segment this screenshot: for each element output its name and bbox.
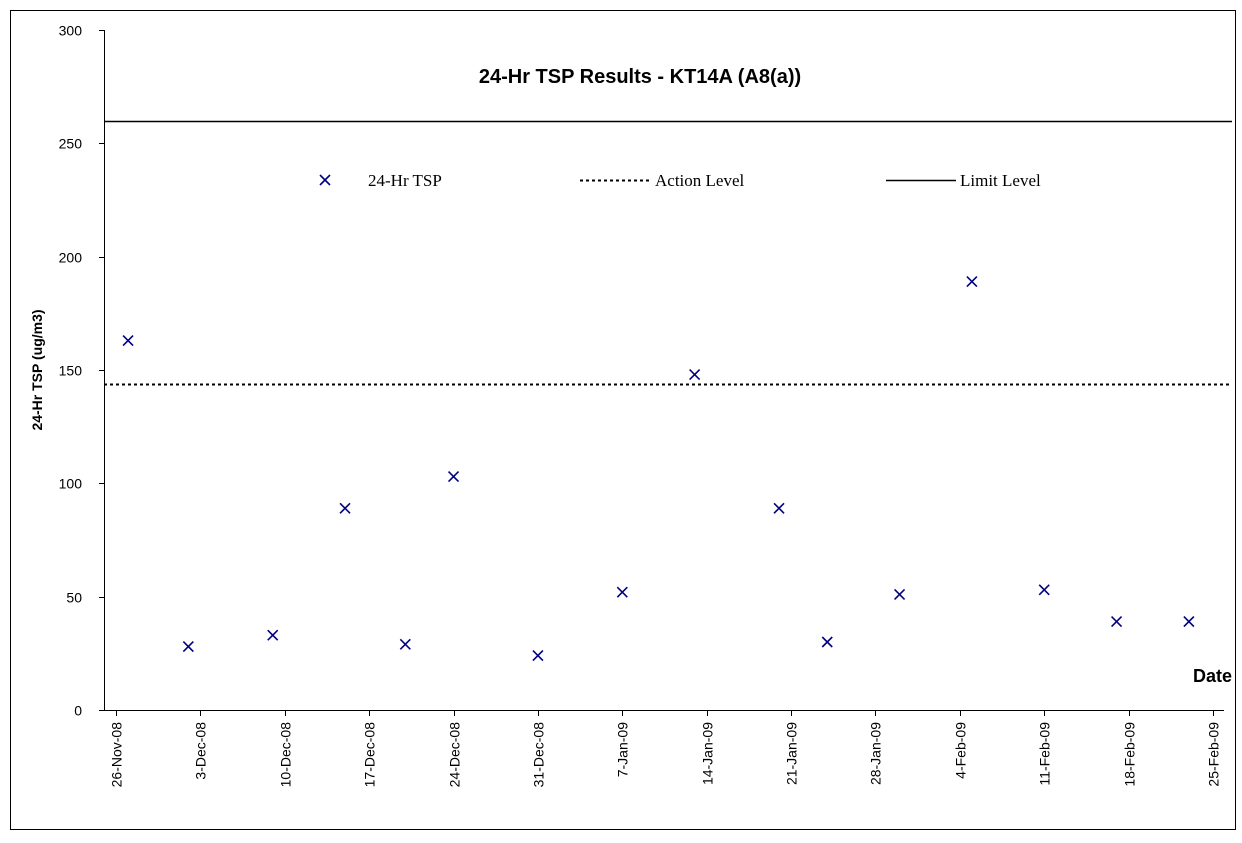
data-point bbox=[894, 588, 906, 600]
data-point bbox=[1183, 616, 1195, 628]
x-tick-label: 3-Dec-08 bbox=[193, 722, 209, 780]
legend-marker-tsp bbox=[319, 174, 331, 186]
x-tick-label: 21-Jan-09 bbox=[784, 722, 800, 785]
x-tick-label: 18-Feb-09 bbox=[1122, 722, 1138, 787]
data-point-stroke bbox=[616, 586, 628, 598]
data-point bbox=[532, 650, 544, 662]
data-point-stroke bbox=[267, 629, 279, 641]
y-tick-label: 150 bbox=[59, 363, 83, 379]
x-tick-label: 10-Dec-08 bbox=[278, 722, 294, 788]
x-tick-label: 28-Jan-09 bbox=[868, 722, 884, 785]
data-point-stroke bbox=[447, 470, 460, 483]
data-point bbox=[182, 640, 194, 653]
y-tick-label: 250 bbox=[59, 136, 83, 152]
data-point-stroke bbox=[122, 334, 134, 347]
data-point-stroke bbox=[689, 368, 701, 381]
x-axis-label: Date bbox=[1193, 666, 1232, 686]
data-point bbox=[821, 636, 833, 648]
x-tick-label: 25-Feb-09 bbox=[1206, 722, 1222, 787]
x-tick-label: 4-Feb-09 bbox=[953, 722, 969, 779]
data-point bbox=[267, 629, 279, 641]
data-point bbox=[447, 470, 460, 483]
data-point bbox=[339, 502, 351, 514]
y-tick-label: 50 bbox=[66, 590, 82, 606]
x-tick-label: 11-Feb-09 bbox=[1037, 722, 1053, 786]
data-point bbox=[616, 586, 628, 598]
x-tick-label: 17-Dec-08 bbox=[362, 722, 378, 788]
data-point-stroke bbox=[1110, 616, 1123, 628]
data-point-stroke bbox=[399, 638, 411, 650]
legend-label-tsp: 24-Hr TSP bbox=[368, 171, 442, 190]
data-point-stroke bbox=[182, 640, 194, 653]
data-point-stroke bbox=[532, 650, 544, 662]
legend-label-limit: Limit Level bbox=[960, 171, 1041, 190]
data-point bbox=[966, 276, 978, 288]
data-point bbox=[1110, 616, 1123, 628]
x-tick-label: 14-Jan-09 bbox=[700, 722, 716, 785]
data-point-stroke bbox=[894, 588, 906, 600]
x-tick-label: 24-Dec-08 bbox=[447, 722, 463, 788]
x-tick-label: 7-Jan-09 bbox=[615, 722, 631, 777]
data-point bbox=[1038, 584, 1050, 596]
data-point bbox=[399, 638, 411, 650]
data-point-stroke bbox=[1183, 616, 1195, 628]
data-point bbox=[689, 368, 701, 381]
data-point-stroke bbox=[821, 636, 833, 648]
chart-title: 24-Hr TSP Results - KT14A (A8(a)) bbox=[479, 66, 801, 88]
data-point-stroke bbox=[966, 276, 978, 288]
data-point-stroke bbox=[339, 502, 351, 514]
data-point-stroke bbox=[773, 502, 785, 514]
y-tick-label: 200 bbox=[59, 250, 83, 266]
chart-border bbox=[10, 10, 1236, 830]
y-axis-label: 24-Hr TSP (ug/m3) bbox=[29, 309, 45, 430]
data-point-stroke bbox=[1038, 584, 1050, 596]
y-tick-label: 300 bbox=[59, 23, 83, 39]
legend-label-action: Action Level bbox=[655, 171, 744, 190]
x-tick-label: 31-Dec-08 bbox=[531, 722, 547, 788]
y-tick-label: 100 bbox=[59, 476, 83, 492]
y-tick-label: 0 bbox=[74, 703, 82, 719]
x-tick-label: 26-Nov-08 bbox=[109, 722, 125, 788]
data-point bbox=[773, 502, 785, 514]
data-point bbox=[122, 334, 134, 347]
